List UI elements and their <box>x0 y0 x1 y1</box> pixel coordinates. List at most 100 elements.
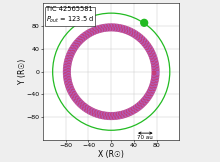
Circle shape <box>85 109 90 114</box>
Circle shape <box>105 27 110 32</box>
Circle shape <box>66 72 71 77</box>
Circle shape <box>74 94 79 99</box>
Circle shape <box>144 40 149 45</box>
Circle shape <box>129 107 134 112</box>
X-axis label: X (R☉): X (R☉) <box>98 150 124 159</box>
Circle shape <box>136 36 141 41</box>
Circle shape <box>130 28 135 33</box>
Circle shape <box>84 30 89 35</box>
Circle shape <box>70 94 75 99</box>
Circle shape <box>88 107 93 112</box>
Circle shape <box>81 33 86 38</box>
Circle shape <box>143 39 148 44</box>
Circle shape <box>150 80 155 85</box>
Circle shape <box>70 45 75 50</box>
Circle shape <box>65 83 70 88</box>
Circle shape <box>64 61 69 66</box>
Circle shape <box>66 69 71 74</box>
Circle shape <box>151 76 156 81</box>
Circle shape <box>76 42 81 47</box>
Circle shape <box>64 59 69 64</box>
Circle shape <box>81 102 86 107</box>
Circle shape <box>94 113 100 118</box>
Circle shape <box>145 47 151 52</box>
Circle shape <box>123 25 128 31</box>
Circle shape <box>76 96 81 102</box>
Circle shape <box>114 27 119 32</box>
Circle shape <box>124 26 129 31</box>
Circle shape <box>137 33 142 38</box>
Circle shape <box>153 82 158 87</box>
Circle shape <box>127 30 132 35</box>
Circle shape <box>73 40 78 45</box>
Circle shape <box>75 43 80 48</box>
Circle shape <box>72 47 77 52</box>
Circle shape <box>77 98 82 103</box>
Circle shape <box>88 32 93 37</box>
Circle shape <box>110 26 115 31</box>
Circle shape <box>102 111 107 116</box>
Circle shape <box>110 112 115 117</box>
Circle shape <box>66 52 71 57</box>
Circle shape <box>119 24 124 29</box>
Circle shape <box>126 112 131 117</box>
Circle shape <box>119 28 125 33</box>
Circle shape <box>124 112 129 117</box>
Circle shape <box>82 106 87 111</box>
Circle shape <box>92 108 97 114</box>
Circle shape <box>99 111 104 116</box>
Circle shape <box>138 34 143 39</box>
Circle shape <box>139 35 144 40</box>
Circle shape <box>67 80 72 85</box>
Circle shape <box>113 115 118 120</box>
Circle shape <box>73 98 78 104</box>
Circle shape <box>74 99 79 105</box>
Circle shape <box>123 29 128 34</box>
Circle shape <box>66 85 71 90</box>
Circle shape <box>94 29 99 34</box>
Circle shape <box>67 89 72 94</box>
Circle shape <box>78 39 84 44</box>
Circle shape <box>99 24 104 29</box>
Circle shape <box>148 53 154 58</box>
Circle shape <box>127 27 132 32</box>
Circle shape <box>152 85 157 90</box>
Circle shape <box>153 59 159 64</box>
Circle shape <box>66 86 71 91</box>
Circle shape <box>134 35 139 40</box>
Circle shape <box>109 23 114 28</box>
Circle shape <box>147 87 152 93</box>
Circle shape <box>75 38 80 43</box>
Circle shape <box>107 23 112 28</box>
Circle shape <box>154 68 160 73</box>
Circle shape <box>80 37 85 42</box>
Circle shape <box>70 87 75 93</box>
Circle shape <box>70 89 76 94</box>
Circle shape <box>110 115 115 120</box>
Circle shape <box>132 33 137 38</box>
Circle shape <box>111 26 116 32</box>
Circle shape <box>97 110 102 115</box>
Circle shape <box>63 65 68 70</box>
Circle shape <box>154 78 159 83</box>
Circle shape <box>149 55 154 60</box>
Circle shape <box>128 31 133 36</box>
Circle shape <box>153 81 158 86</box>
Circle shape <box>68 57 73 62</box>
Circle shape <box>95 28 101 34</box>
Circle shape <box>127 111 132 116</box>
Circle shape <box>111 112 116 117</box>
Circle shape <box>106 26 111 32</box>
Circle shape <box>75 95 80 100</box>
Circle shape <box>141 102 146 107</box>
Circle shape <box>76 102 81 107</box>
Circle shape <box>85 34 90 39</box>
Circle shape <box>123 110 128 115</box>
Circle shape <box>150 89 155 94</box>
Circle shape <box>145 41 150 46</box>
Circle shape <box>67 60 72 65</box>
Circle shape <box>66 66 71 72</box>
Circle shape <box>88 28 93 33</box>
Circle shape <box>131 109 136 115</box>
Circle shape <box>154 76 159 81</box>
